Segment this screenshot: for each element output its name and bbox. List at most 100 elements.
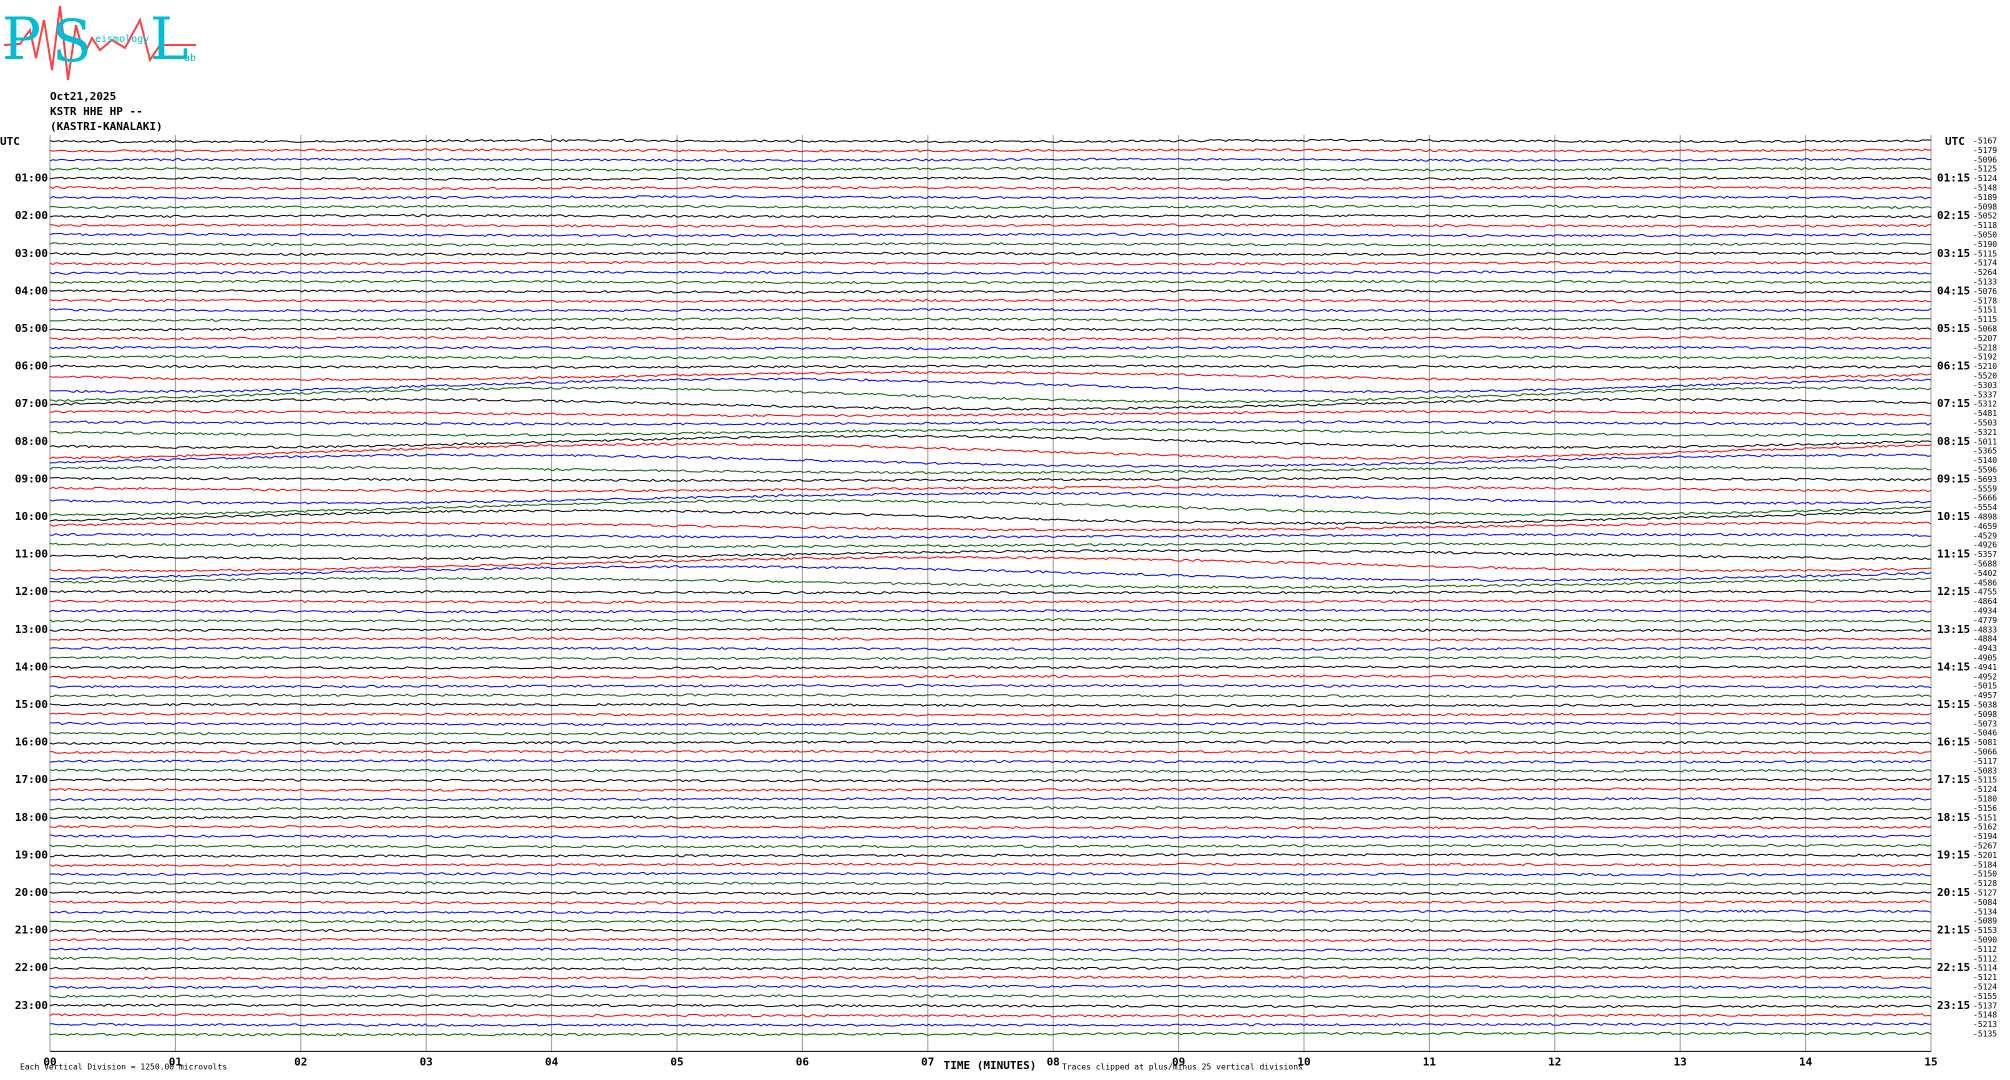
trace: [49, 984, 1931, 990]
trace: [49, 683, 1932, 689]
offset-label: -5081: [1973, 738, 1997, 747]
offset-label: -5666: [1973, 494, 1997, 503]
left-time-label: 07:00: [15, 397, 48, 410]
trace: [49, 928, 1932, 933]
trace: [49, 260, 1932, 266]
trace: [49, 759, 1932, 764]
offset-label: -5089: [1973, 917, 1997, 926]
x-tick-label: 08: [1047, 1055, 1060, 1068]
trace: [49, 223, 1932, 228]
offset-label: -4934: [1973, 607, 1997, 616]
right-time-label: 22:15: [1937, 961, 1970, 974]
offset-label: -5207: [1973, 334, 1997, 343]
offset-label: -5121: [1973, 973, 1997, 982]
trace: [50, 636, 1932, 642]
offset-label: -5140: [1973, 456, 1997, 465]
trace: [49, 434, 1932, 450]
trace: [49, 655, 1932, 661]
trace: [49, 576, 1932, 589]
right-time-label: 14:15: [1937, 660, 1970, 673]
x-tick-label: 01: [169, 1055, 183, 1068]
x-axis-label: TIME (MINUTES): [944, 1059, 1037, 1072]
logo-text: ab: [184, 53, 196, 64]
offset-label: -5596: [1973, 466, 1997, 475]
offset-label: -5050: [1973, 231, 1997, 240]
offset-label: -5184: [1973, 860, 1997, 869]
offset-label: -4779: [1973, 616, 1997, 625]
left-time-label: 10:00: [15, 510, 48, 523]
trace: [49, 815, 1932, 821]
x-tick-label: 12: [1548, 1055, 1561, 1068]
trace: [49, 608, 1932, 614]
trace: [49, 665, 1932, 670]
offset-label: -5156: [1973, 804, 1997, 813]
left-time-label: 11:00: [15, 548, 48, 561]
offset-label: -4943: [1973, 644, 1997, 653]
x-tick-label: 00: [43, 1055, 56, 1068]
offset-label: -5213: [1973, 1020, 1997, 1029]
trace: [49, 354, 1932, 360]
offset-label: -5124: [1973, 983, 1997, 992]
right-time-label: 17:15: [1937, 773, 1970, 786]
x-tick-label: 09: [1172, 1055, 1185, 1068]
trace: [49, 521, 1932, 532]
offset-label: -5011: [1973, 437, 1997, 446]
right-time-label: 11:15: [1937, 548, 1970, 561]
trace: [49, 787, 1932, 792]
right-time-label: 07:15: [1937, 397, 1970, 410]
trace: [49, 509, 1932, 525]
offset-label: -5174: [1973, 259, 1997, 268]
trace: [49, 966, 1932, 971]
offset-label: -5150: [1973, 870, 1997, 879]
trace: [50, 599, 1932, 604]
trace: [49, 166, 1932, 172]
offset-label: -4952: [1973, 672, 1997, 681]
offset-label: -5264: [1973, 268, 1997, 277]
offset-label: -5167: [1973, 137, 1997, 146]
scale-note: Each Vertical Division = 1250.00 microvo…: [20, 1063, 227, 1072]
offset-label: -5137: [1973, 1001, 1997, 1010]
offset-label: -5201: [1973, 851, 1997, 860]
right-time-label: 21:15: [1937, 924, 1970, 937]
offset-label: -5084: [1973, 898, 1997, 907]
trace: [49, 881, 1932, 886]
trace: [49, 465, 1932, 475]
trace: [49, 956, 1932, 962]
offset-label: -5134: [1973, 907, 1997, 916]
x-tick-label: 14: [1799, 1055, 1813, 1068]
trace: [49, 862, 1931, 867]
trace: [49, 307, 1932, 313]
date: Oct21,2025: [50, 90, 116, 103]
station: KSTR HHE HP --: [50, 105, 143, 118]
offset-label: -5190: [1973, 240, 1997, 249]
offset-label: -5151: [1973, 306, 1997, 315]
offset-label: -5114: [1973, 964, 1997, 973]
offset-label: -5153: [1973, 926, 1997, 935]
offset-label: -4957: [1973, 691, 1997, 700]
clip-note: Traces clipped at plus/minus 25 vertical…: [1062, 1063, 1303, 1072]
right-time-label: 02:15: [1937, 209, 1970, 222]
offset-label: -5481: [1973, 409, 1997, 418]
right-time-label: 12:15: [1937, 585, 1970, 598]
offset-label: -5112: [1973, 945, 1997, 954]
offset-label: -5210: [1973, 362, 1997, 371]
trace: [49, 485, 1932, 493]
trace: [49, 336, 1932, 341]
offset-label: -5038: [1973, 701, 1997, 710]
right-time-label: 18:15: [1937, 811, 1970, 824]
offset-label: -5096: [1973, 155, 1997, 164]
offset-label: -5115: [1973, 315, 1997, 324]
offset-label: -5115: [1973, 249, 1997, 258]
trace: [49, 386, 1932, 404]
left-time-label: 12:00: [15, 585, 48, 598]
trace: [49, 777, 1932, 783]
trace: [49, 806, 1932, 811]
trace: [49, 442, 1932, 460]
offset-label: -5162: [1973, 823, 1997, 832]
offset-label: -5218: [1973, 343, 1997, 352]
offset-label: -5151: [1973, 813, 1997, 822]
offset-label: -5090: [1973, 936, 1997, 945]
x-tick-label: 03: [420, 1055, 433, 1068]
left-time-label: 06:00: [15, 360, 48, 373]
